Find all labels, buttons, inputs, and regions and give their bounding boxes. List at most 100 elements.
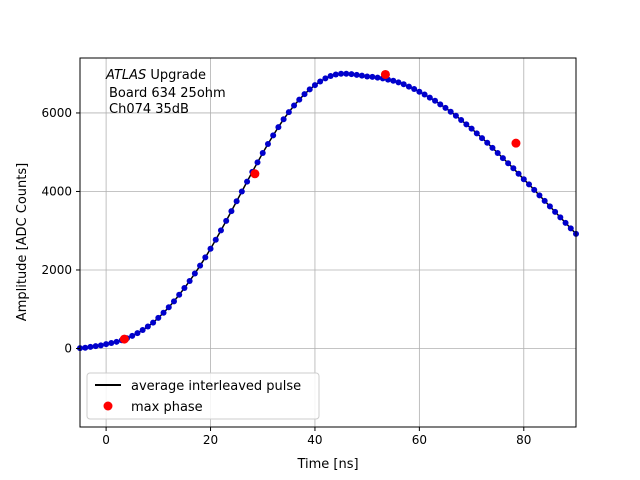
pulse-point <box>291 102 298 109</box>
pulse-point <box>311 82 318 89</box>
pulse-point <box>160 309 167 316</box>
pulse-point <box>197 262 204 269</box>
pulse-point <box>374 74 381 81</box>
pulse-point <box>186 277 193 284</box>
pulse-point <box>447 108 454 115</box>
pulse-point <box>390 77 397 84</box>
pulse-point <box>552 208 559 215</box>
pulse-point <box>296 96 303 103</box>
pulse-point <box>285 109 292 116</box>
pulse-point <box>536 192 543 199</box>
plot-frame <box>79 57 577 428</box>
pulse-point <box>468 125 475 132</box>
x-tick-label: 40 <box>307 433 322 447</box>
svg-text:ATLAS Upgrade: ATLAS Upgrade <box>105 68 206 83</box>
pulse-point <box>259 149 266 156</box>
pulse-point <box>82 344 89 351</box>
pulse-point <box>562 219 569 226</box>
pulse-point <box>212 236 219 243</box>
pulse-point <box>113 338 120 345</box>
pulse-point <box>87 343 94 350</box>
pulse-point <box>499 155 506 162</box>
x-tick-label: 0 <box>102 433 110 447</box>
pulse-point <box>567 225 574 232</box>
pulse-point <box>150 319 157 326</box>
pulse-point <box>92 343 99 350</box>
pulse-point <box>275 124 282 131</box>
pulse-point <box>144 323 151 330</box>
pulse-point <box>400 81 407 88</box>
pulse-point <box>129 332 136 339</box>
pulse-point <box>327 73 334 80</box>
y-tick-label: 2000 <box>41 263 72 277</box>
annotation: ATLAS Upgrade Board 634 25ohm Ch074 35dB <box>105 68 226 117</box>
pulse-point <box>358 72 365 79</box>
pulse-point <box>546 203 553 210</box>
annotation-line2: Board 634 25ohm <box>109 86 226 101</box>
max-phase-point <box>250 169 260 179</box>
annotation-rest: Upgrade <box>146 68 206 83</box>
pulse-point <box>191 270 198 277</box>
pulse-point <box>97 342 104 349</box>
x-tick-label: 60 <box>412 433 427 447</box>
pulse-point <box>353 71 360 78</box>
pulse-point <box>322 75 329 82</box>
pulse-point <box>254 159 261 166</box>
pulse-point <box>139 327 146 334</box>
annotation-italic: ATLAS <box>105 68 146 83</box>
legend-label-pulse: average interleaved pulse <box>131 379 301 394</box>
pulse-point <box>405 83 412 90</box>
pulse-point <box>228 208 235 215</box>
pulse-point <box>526 181 533 188</box>
pulse-point <box>317 78 324 85</box>
x-tick-label: 20 <box>203 433 218 447</box>
x-ticks: 0 20 40 60 80 <box>102 427 531 447</box>
pulse-point <box>134 330 141 337</box>
pulse-point <box>369 73 376 80</box>
pulse-series <box>77 70 579 352</box>
pulse-point <box>301 91 308 98</box>
pulse-point <box>421 91 428 98</box>
pulse-point <box>479 135 486 142</box>
legend-label-max-phase: max phase <box>131 400 203 415</box>
pulse-point <box>280 116 287 123</box>
pulse-point <box>217 227 224 234</box>
pulse-point <box>515 170 522 177</box>
pulse-point <box>510 165 517 172</box>
pulse-point <box>181 285 188 292</box>
pulse-point <box>541 197 548 204</box>
y-ticks: 0 2000 4000 6000 <box>41 106 80 355</box>
pulse-point <box>458 117 465 124</box>
y-tick-label: 0 <box>64 341 72 355</box>
pulse-point <box>505 160 512 167</box>
max-phase-point <box>511 138 521 148</box>
pulse-point <box>155 314 162 321</box>
pulse-point <box>332 71 339 78</box>
pulse-point <box>165 304 172 311</box>
max-phase-point <box>119 334 129 344</box>
y-tick-label: 6000 <box>41 106 72 120</box>
y-tick-label: 4000 <box>41 184 72 198</box>
legend-box <box>86 372 320 420</box>
pulse-point <box>426 94 433 101</box>
pulse-point <box>103 341 110 348</box>
pulse-point <box>207 245 214 252</box>
pulse-point <box>416 88 423 95</box>
pulse-point <box>520 176 527 183</box>
pulse-point <box>531 186 538 193</box>
pulse-point <box>395 79 402 86</box>
pulse-point <box>270 132 277 139</box>
pulse-point <box>557 214 564 221</box>
pulse-point <box>463 121 470 128</box>
pulse-point <box>348 71 355 78</box>
pulse-point <box>264 140 271 147</box>
pulse-point <box>223 217 230 224</box>
pulse-point <box>233 198 240 205</box>
pulse-point <box>343 70 350 77</box>
pulse-point <box>432 97 439 104</box>
x-axis-label: Time [ns] <box>296 457 358 472</box>
legend: average interleaved pulse max phase <box>86 372 320 420</box>
pulse-point <box>176 291 183 298</box>
pulse-point <box>238 188 245 195</box>
